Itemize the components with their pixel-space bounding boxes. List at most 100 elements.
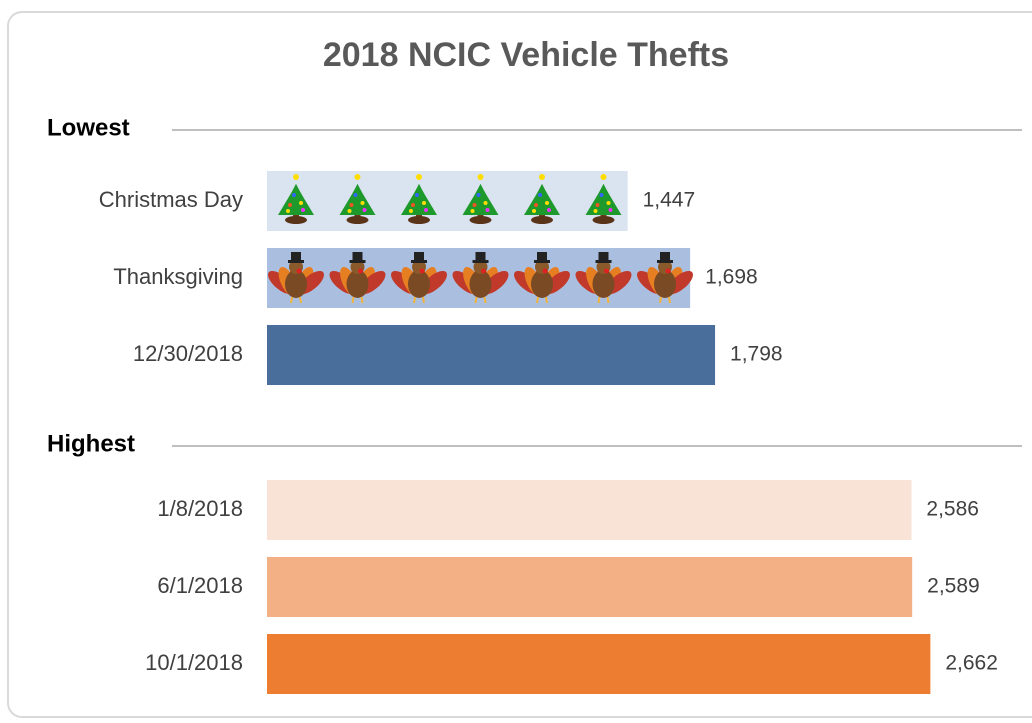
icon-part: [537, 297, 538, 303]
icon-part: [538, 193, 542, 197]
bar: [267, 634, 930, 694]
icon-part: [596, 203, 600, 207]
value-label: 1,798: [730, 343, 783, 366]
category-label: Thanksgiving: [113, 264, 243, 289]
icon-part: [354, 193, 358, 197]
icon-part: [470, 270, 492, 298]
icon-part: [350, 260, 366, 263]
category-label: 6/1/2018: [157, 573, 243, 598]
category-label: 10/1/2018: [145, 650, 243, 675]
icon-part: [660, 252, 670, 261]
icon-part: [532, 209, 536, 213]
icon-part: [477, 193, 481, 197]
icon-part: [420, 269, 425, 274]
bar: [267, 171, 628, 231]
icon-part: [484, 201, 488, 205]
icon-part: [347, 270, 369, 298]
icon-part: [408, 216, 430, 224]
icon-part: [422, 201, 426, 205]
value-label: 2,662: [945, 652, 998, 675]
value-label: 2,589: [927, 575, 980, 598]
group-header: Highest: [47, 430, 135, 457]
icon-part: [531, 270, 553, 298]
icon-part: [411, 203, 415, 207]
icon-part: [416, 174, 422, 180]
icon-part: [424, 208, 428, 212]
icon-part: [534, 260, 550, 263]
icon-part: [543, 269, 548, 274]
icon-part: [473, 260, 489, 263]
icon-part: [291, 297, 292, 303]
icon-part: [476, 297, 477, 303]
icon-part: [486, 208, 490, 212]
icon-part: [596, 260, 612, 263]
icon-part: [534, 203, 538, 207]
category-label: 12/30/2018: [133, 341, 243, 366]
icon-part: [408, 270, 430, 298]
value-label: 1,698: [705, 266, 758, 289]
icon-part: [657, 260, 673, 263]
icon-part: [285, 216, 307, 224]
icon-part: [363, 208, 367, 212]
icon-part: [414, 297, 415, 303]
icon-part: [608, 297, 609, 303]
chart-title: 2018 NCIC Vehicle Thefts: [323, 36, 729, 74]
icon-part: [660, 297, 661, 303]
icon-part: [609, 208, 613, 212]
icon-part: [547, 208, 551, 212]
icon-part: [411, 260, 427, 263]
icon-part: [478, 174, 484, 180]
icon-part: [353, 297, 354, 303]
icon-part: [415, 193, 419, 197]
icon-part: [607, 201, 611, 205]
icon-part: [292, 193, 296, 197]
icon-part: [297, 269, 302, 274]
icon-part: [293, 174, 299, 180]
bar: [267, 325, 715, 385]
icon-part: [409, 209, 413, 213]
icon-part: [545, 201, 549, 205]
icon-part: [414, 252, 424, 261]
icon-part: [471, 209, 475, 213]
icon-part: [358, 269, 363, 274]
icon-part: [485, 297, 486, 303]
icon-part: [481, 269, 486, 274]
icon-part: [599, 297, 600, 303]
icon-part: [362, 297, 363, 303]
icon-part: [348, 209, 352, 213]
icon-part: [288, 203, 292, 207]
icon-part: [300, 297, 301, 303]
icon-part: [537, 252, 547, 261]
icon-part: [355, 174, 361, 180]
icon-part: [593, 216, 615, 224]
icon-part: [288, 260, 304, 263]
icon-part: [604, 269, 609, 274]
icon-part: [423, 297, 424, 303]
icon-part: [286, 209, 290, 213]
icon-part: [594, 209, 598, 213]
icon-part: [546, 297, 547, 303]
icon-part: [654, 270, 676, 298]
category-label: Christmas Day: [99, 187, 243, 212]
icon-part: [285, 270, 307, 298]
icon-part: [599, 252, 609, 261]
bar: [267, 557, 912, 617]
bar: [267, 480, 911, 540]
icon-part: [470, 216, 492, 224]
value-label: 1,447: [643, 189, 696, 212]
icon-part: [347, 216, 369, 224]
value-label: 2,586: [926, 498, 979, 521]
icon-part: [666, 269, 671, 274]
icon-part: [291, 252, 301, 261]
icon-part: [350, 203, 354, 207]
icon-part: [361, 201, 365, 205]
icon-part: [299, 201, 303, 205]
icon-part: [301, 208, 305, 212]
category-label: 1/8/2018: [157, 496, 243, 521]
group-header: Lowest: [47, 114, 130, 141]
icon-part: [531, 216, 553, 224]
icon-part: [353, 252, 363, 261]
icon-part: [476, 252, 486, 261]
icon-part: [669, 297, 670, 303]
chart: 2018 NCIC Vehicle Thefts Lowest Christmas…: [0, 0, 1032, 723]
